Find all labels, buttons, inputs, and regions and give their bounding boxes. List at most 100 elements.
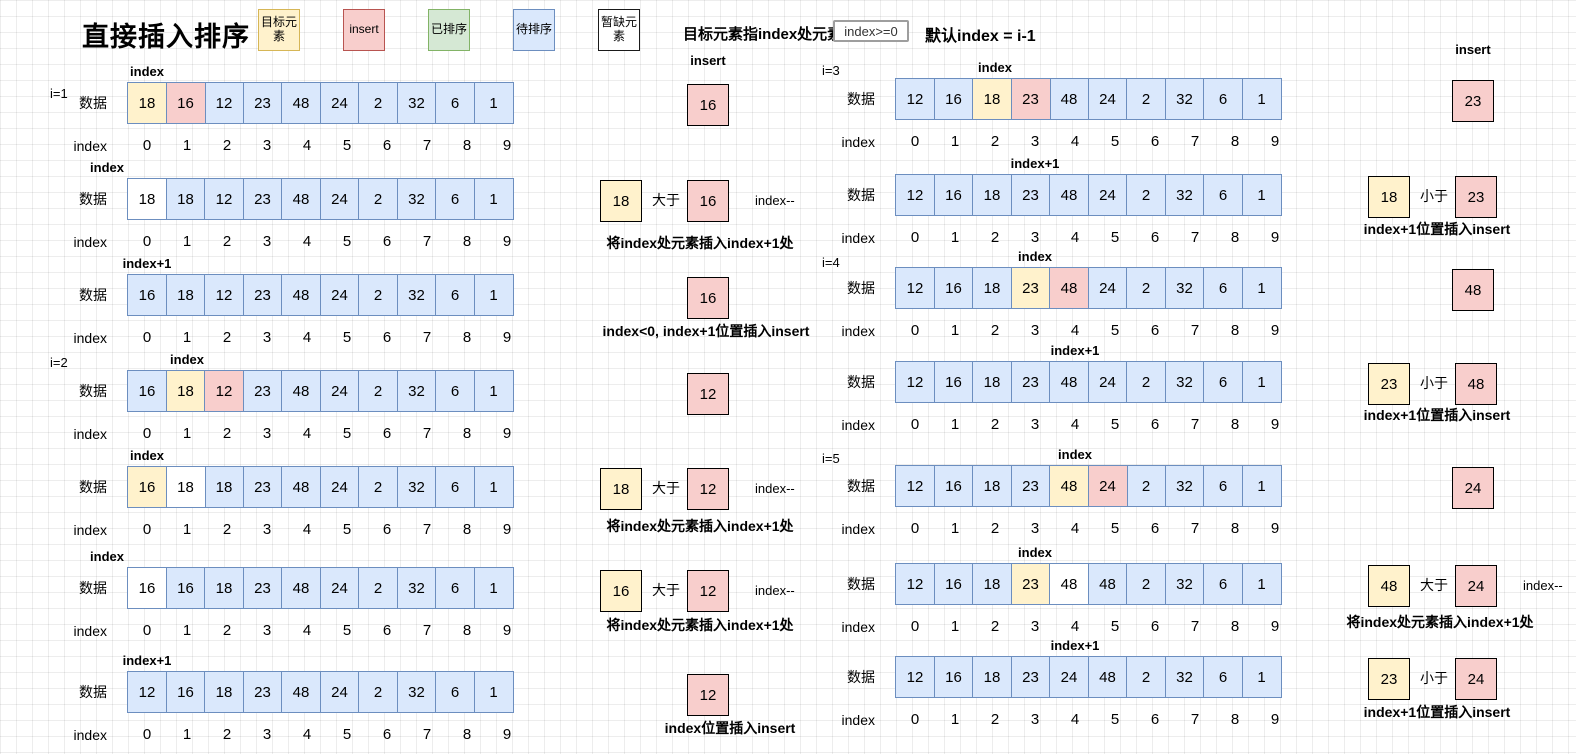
index-row: 0 1 2 3 4 5 6 7 8 9 <box>127 623 527 639</box>
array-cell: 24 <box>1087 361 1128 403</box>
index-number: 9 <box>1270 711 1280 728</box>
array-cell: 2 <box>358 178 398 220</box>
index-number: 9 <box>502 233 512 250</box>
array-cell: 23 <box>1010 361 1051 403</box>
array-cell: 1 <box>1241 465 1282 507</box>
index-number: 3 <box>1030 520 1040 537</box>
data-row-label: 数据 <box>847 187 875 203</box>
index-number: 7 <box>1190 229 1200 246</box>
index-number: 6 <box>1150 229 1160 246</box>
insert-value-box: 23 <box>1452 80 1494 122</box>
index-number: 4 <box>302 425 312 442</box>
array-cell: 18 <box>972 174 1012 216</box>
data-row-label: 数据 <box>847 374 875 390</box>
index-number: 8 <box>1230 229 1240 246</box>
array-cell: 18 <box>972 78 1012 120</box>
array-cell: 12 <box>204 274 244 316</box>
array-cell: 32 <box>1164 174 1205 216</box>
iteration-label: i=5 <box>822 451 840 466</box>
index-number: 7 <box>1190 618 1200 635</box>
index-number: 1 <box>950 618 960 635</box>
index-number: 5 <box>1110 711 1120 728</box>
array-cell: 12 <box>895 563 935 605</box>
array-cell: 16 <box>933 78 974 120</box>
index-number: 9 <box>502 521 512 538</box>
insert-value-box: 12 <box>687 674 729 716</box>
index-number: 0 <box>142 137 152 154</box>
index-number: 6 <box>1150 416 1160 433</box>
data-array: 12 16 18 23 48 24 2 32 6 1 <box>895 78 1282 120</box>
array-cell: 12 <box>127 671 167 713</box>
array-cell: 2 <box>1126 361 1166 403</box>
index-number: 3 <box>262 137 272 154</box>
array-cell: 48 <box>281 274 321 316</box>
pointer-label: index <box>130 64 164 79</box>
comparison-operator: 大于 <box>652 192 680 208</box>
pointer-label: index <box>1018 249 1052 264</box>
index-number: 1 <box>182 521 192 538</box>
insert-value-box: 48 <box>1452 269 1494 311</box>
index-number: 6 <box>382 425 392 442</box>
array-cell: 24 <box>1087 267 1128 309</box>
comparison-operator: 大于 <box>1420 577 1448 593</box>
index-number: 6 <box>1150 520 1160 537</box>
index-number: 3 <box>1030 711 1040 728</box>
insert-value-box: 24 <box>1452 467 1494 509</box>
array-cell: 6 <box>1203 563 1243 605</box>
data-array: 16 16 18 23 48 24 2 32 6 1 <box>127 567 514 609</box>
index-number: 1 <box>950 416 960 433</box>
index-number: 3 <box>262 622 272 639</box>
array-cell: 6 <box>435 82 475 124</box>
step-note: index+1位置插入insert <box>1363 407 1511 423</box>
iteration-label: i=3 <box>822 63 840 78</box>
array-cell: 6 <box>1203 267 1243 309</box>
index-number: 5 <box>1110 133 1120 150</box>
data-array: 12 16 18 23 48 48 2 32 6 1 <box>895 563 1282 605</box>
pointer-label: index+1 <box>122 256 172 271</box>
index-number: 7 <box>1190 416 1200 433</box>
index-row-label: index <box>841 323 875 339</box>
index-decrement-label: index-- <box>755 481 795 496</box>
array-cell: 2 <box>1126 78 1166 120</box>
index-number: 5 <box>342 622 352 639</box>
data-array: 18 18 12 23 48 24 2 32 6 1 <box>127 178 514 220</box>
data-array: 12 16 18 23 24 48 2 32 6 1 <box>895 656 1282 698</box>
index-number: 6 <box>382 137 392 154</box>
array-cell: 32 <box>396 274 437 316</box>
index-number: 6 <box>1150 711 1160 728</box>
index-number: 2 <box>222 622 232 639</box>
index-number: 4 <box>302 329 312 346</box>
array-cell: 6 <box>1203 174 1243 216</box>
index-number: 9 <box>1270 618 1280 635</box>
array-cell: 1 <box>1241 656 1282 698</box>
index-number: 9 <box>1270 520 1280 537</box>
index-number: 0 <box>142 726 152 743</box>
index-row: 0 1 2 3 4 5 6 7 8 9 <box>127 138 527 154</box>
data-array: 16 18 18 23 48 24 2 32 6 1 <box>127 466 514 508</box>
index-number: 4 <box>1070 520 1080 537</box>
array-cell: 24 <box>1087 465 1128 507</box>
index-number: 8 <box>462 233 472 250</box>
array-cell: 23 <box>242 370 283 412</box>
pointer-label: index+1 <box>122 653 172 668</box>
index-number: 5 <box>342 726 352 743</box>
array-cell: 32 <box>1164 78 1205 120</box>
index-number: 5 <box>342 425 352 442</box>
array-cell: 16 <box>933 563 974 605</box>
index-number: 6 <box>382 622 392 639</box>
array-cell: 16 <box>127 466 167 508</box>
array-cell: 32 <box>396 567 437 609</box>
array-cell: 32 <box>396 671 437 713</box>
index-row: 0 1 2 3 4 5 6 7 8 9 <box>895 230 1295 246</box>
index-row-label: index <box>73 623 107 639</box>
data-row-label: 数据 <box>79 580 107 596</box>
array-cell: 6 <box>435 274 475 316</box>
step-note: 将index处元素插入index+1处 <box>606 235 794 251</box>
index-number: 0 <box>142 521 152 538</box>
index-number: 6 <box>1150 618 1160 635</box>
index-number: 1 <box>182 233 192 250</box>
pointer-label: index <box>978 60 1012 75</box>
index-number: 4 <box>1070 618 1080 635</box>
index-number: 2 <box>990 133 1000 150</box>
array-cell: 1 <box>473 466 514 508</box>
